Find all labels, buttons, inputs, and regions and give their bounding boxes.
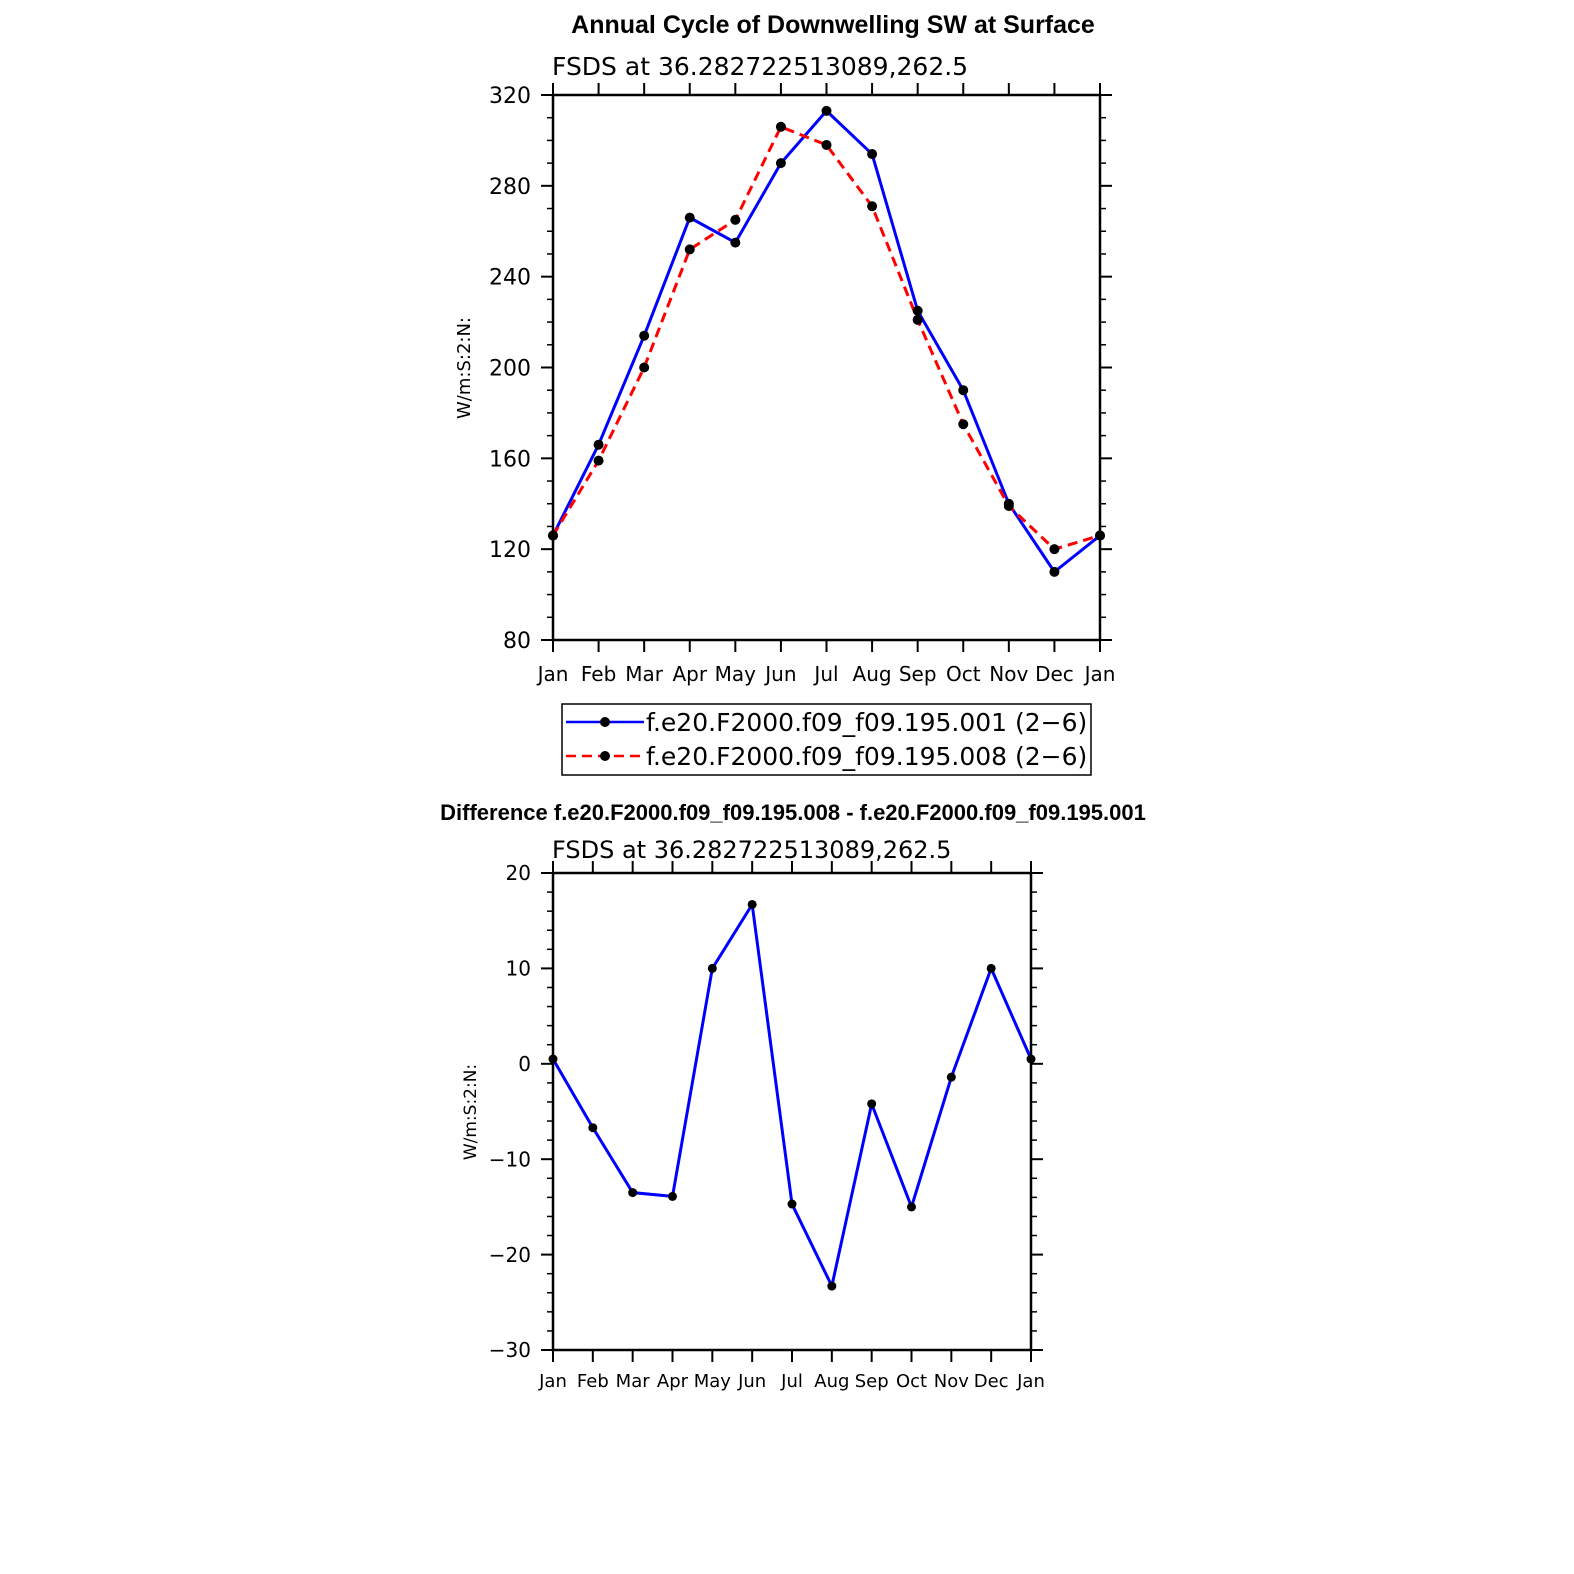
x-tick-label: Apr — [672, 662, 707, 686]
x-tick-label: Jan — [536, 662, 569, 686]
data-point — [958, 385, 969, 396]
data-point — [827, 1281, 837, 1291]
chart-subtitle: FSDS at 36.282722513089,262.5 — [552, 52, 968, 81]
y-tick-label: 10 — [506, 957, 531, 981]
data-point — [628, 1188, 638, 1198]
x-tick-label: Nov — [934, 1371, 969, 1392]
series-line-2 — [551, 125, 1101, 551]
x-tick-label: Nov — [989, 662, 1028, 686]
x-tick-label: Feb — [581, 662, 616, 686]
data-point — [1049, 566, 1060, 577]
x-tick-label: Sep — [855, 1371, 889, 1392]
data-point — [1003, 501, 1014, 512]
x-tick-label: Sep — [899, 662, 937, 686]
legend-marker-series-2 — [600, 751, 610, 761]
x-tick-label: Feb — [577, 1371, 609, 1392]
y-tick-label: 240 — [489, 266, 531, 291]
data-point — [958, 419, 969, 430]
x-tick-label: May — [694, 1371, 732, 1392]
plot-area: Jan Feb Mar Apr May Jun Jul Aug Sep Oct Nov Dec Jan8… — [489, 83, 1115, 686]
chart-title: Annual Cycle of Downwelling SW at Surfac… — [571, 11, 1095, 39]
data-point — [593, 455, 604, 466]
data-point — [867, 201, 878, 212]
x-tick-label: Jul — [780, 1371, 803, 1392]
x-tick-label: Jan — [538, 1371, 567, 1392]
x-tick-label: Jul — [812, 662, 838, 686]
plot-frame — [551, 93, 1102, 642]
x-tick-label: Jun — [763, 662, 796, 686]
data-point — [912, 305, 923, 316]
y-axis-label: W/m:S:2:N: — [461, 1064, 481, 1160]
y-axis-label: W/m:S:2:N: — [454, 317, 475, 419]
x-tick-label: May — [715, 662, 757, 686]
x-tick-label: Oct — [946, 662, 981, 686]
data-point — [986, 963, 996, 973]
data-point — [787, 1199, 797, 1209]
data-point — [1049, 544, 1060, 555]
chart-subtitle: FSDS at 36.282722513089,262.5 — [552, 836, 951, 864]
y-tick-label: 160 — [489, 447, 531, 472]
legend-marker-series-1 — [600, 717, 610, 727]
series-line-1 — [551, 109, 1101, 574]
y-tick-label: −30 — [489, 1338, 531, 1362]
y-tick-label: 280 — [489, 175, 531, 200]
chart-title: Difference f.e20.F2000.f09_f09.195.008 -… — [440, 800, 1146, 825]
data-point — [730, 237, 741, 248]
data-point — [548, 1054, 558, 1064]
annual-cycle-panel: Annual Cycle of Downwelling SW at Surfac… — [454, 11, 1115, 776]
difference-panel: Difference f.e20.F2000.f09_f09.195.008 -… — [440, 800, 1146, 1392]
x-tick-label: Aug — [814, 1371, 849, 1392]
data-point — [730, 214, 741, 225]
data-point — [907, 1202, 916, 1212]
x-tick-label: Dec — [974, 1371, 1009, 1392]
data-point — [867, 149, 878, 160]
data-point — [821, 139, 832, 150]
x-tick-label: Mar — [625, 662, 664, 686]
data-point — [707, 963, 717, 973]
data-point — [639, 362, 650, 373]
legend-box — [561, 703, 1092, 776]
y-tick-label: 120 — [489, 538, 531, 563]
data-point — [747, 899, 757, 909]
data-point — [684, 244, 695, 255]
data-point — [548, 530, 558, 541]
y-tick-label: −10 — [489, 1147, 531, 1171]
y-tick-label: 0 — [518, 1052, 531, 1076]
x-tick-label: Oct — [896, 1371, 927, 1392]
data-point — [588, 1123, 598, 1133]
data-point — [639, 330, 650, 341]
legend: f.e20.F2000.f09_f09.195.001 (2−6) f.e20.… — [561, 703, 1092, 776]
data-point — [946, 1072, 956, 1082]
y-tick-label: 20 — [506, 861, 531, 885]
x-tick-label: Aug — [853, 662, 892, 686]
data-point — [1095, 530, 1105, 541]
x-tick-label: Jan — [1016, 1371, 1045, 1392]
data-point — [912, 314, 923, 325]
y-tick-label: 200 — [489, 356, 531, 381]
x-tick-label: Jan — [1083, 662, 1116, 686]
y-tick-label: 320 — [489, 84, 531, 109]
x-tick-label: Dec — [1035, 662, 1074, 686]
data-point — [867, 1099, 877, 1109]
x-tick-label: Apr — [657, 1371, 689, 1392]
plot-frame — [551, 871, 1033, 1352]
data-point — [775, 158, 786, 169]
legend-label-series-1: f.e20.F2000.f09_f09.195.001 (2−6) — [646, 708, 1087, 737]
series-line-1 — [551, 902, 1033, 1288]
plot-area: Jan Feb Mar Apr May Jun Jul Aug Sep Oct Nov Dec Jan−… — [489, 861, 1045, 1392]
legend-label-series-2: f.e20.F2000.f09_f09.195.008 (2−6) — [646, 742, 1087, 771]
data-point — [593, 439, 604, 450]
data-point — [668, 1191, 677, 1201]
x-tick-label: Jun — [737, 1371, 766, 1392]
data-point — [1026, 1054, 1036, 1064]
data-point — [684, 212, 695, 223]
y-tick-label: −20 — [489, 1243, 531, 1267]
data-point — [775, 121, 786, 132]
y-tick-label: 80 — [503, 629, 531, 654]
data-point — [821, 105, 832, 116]
x-tick-label: Mar — [616, 1371, 651, 1392]
